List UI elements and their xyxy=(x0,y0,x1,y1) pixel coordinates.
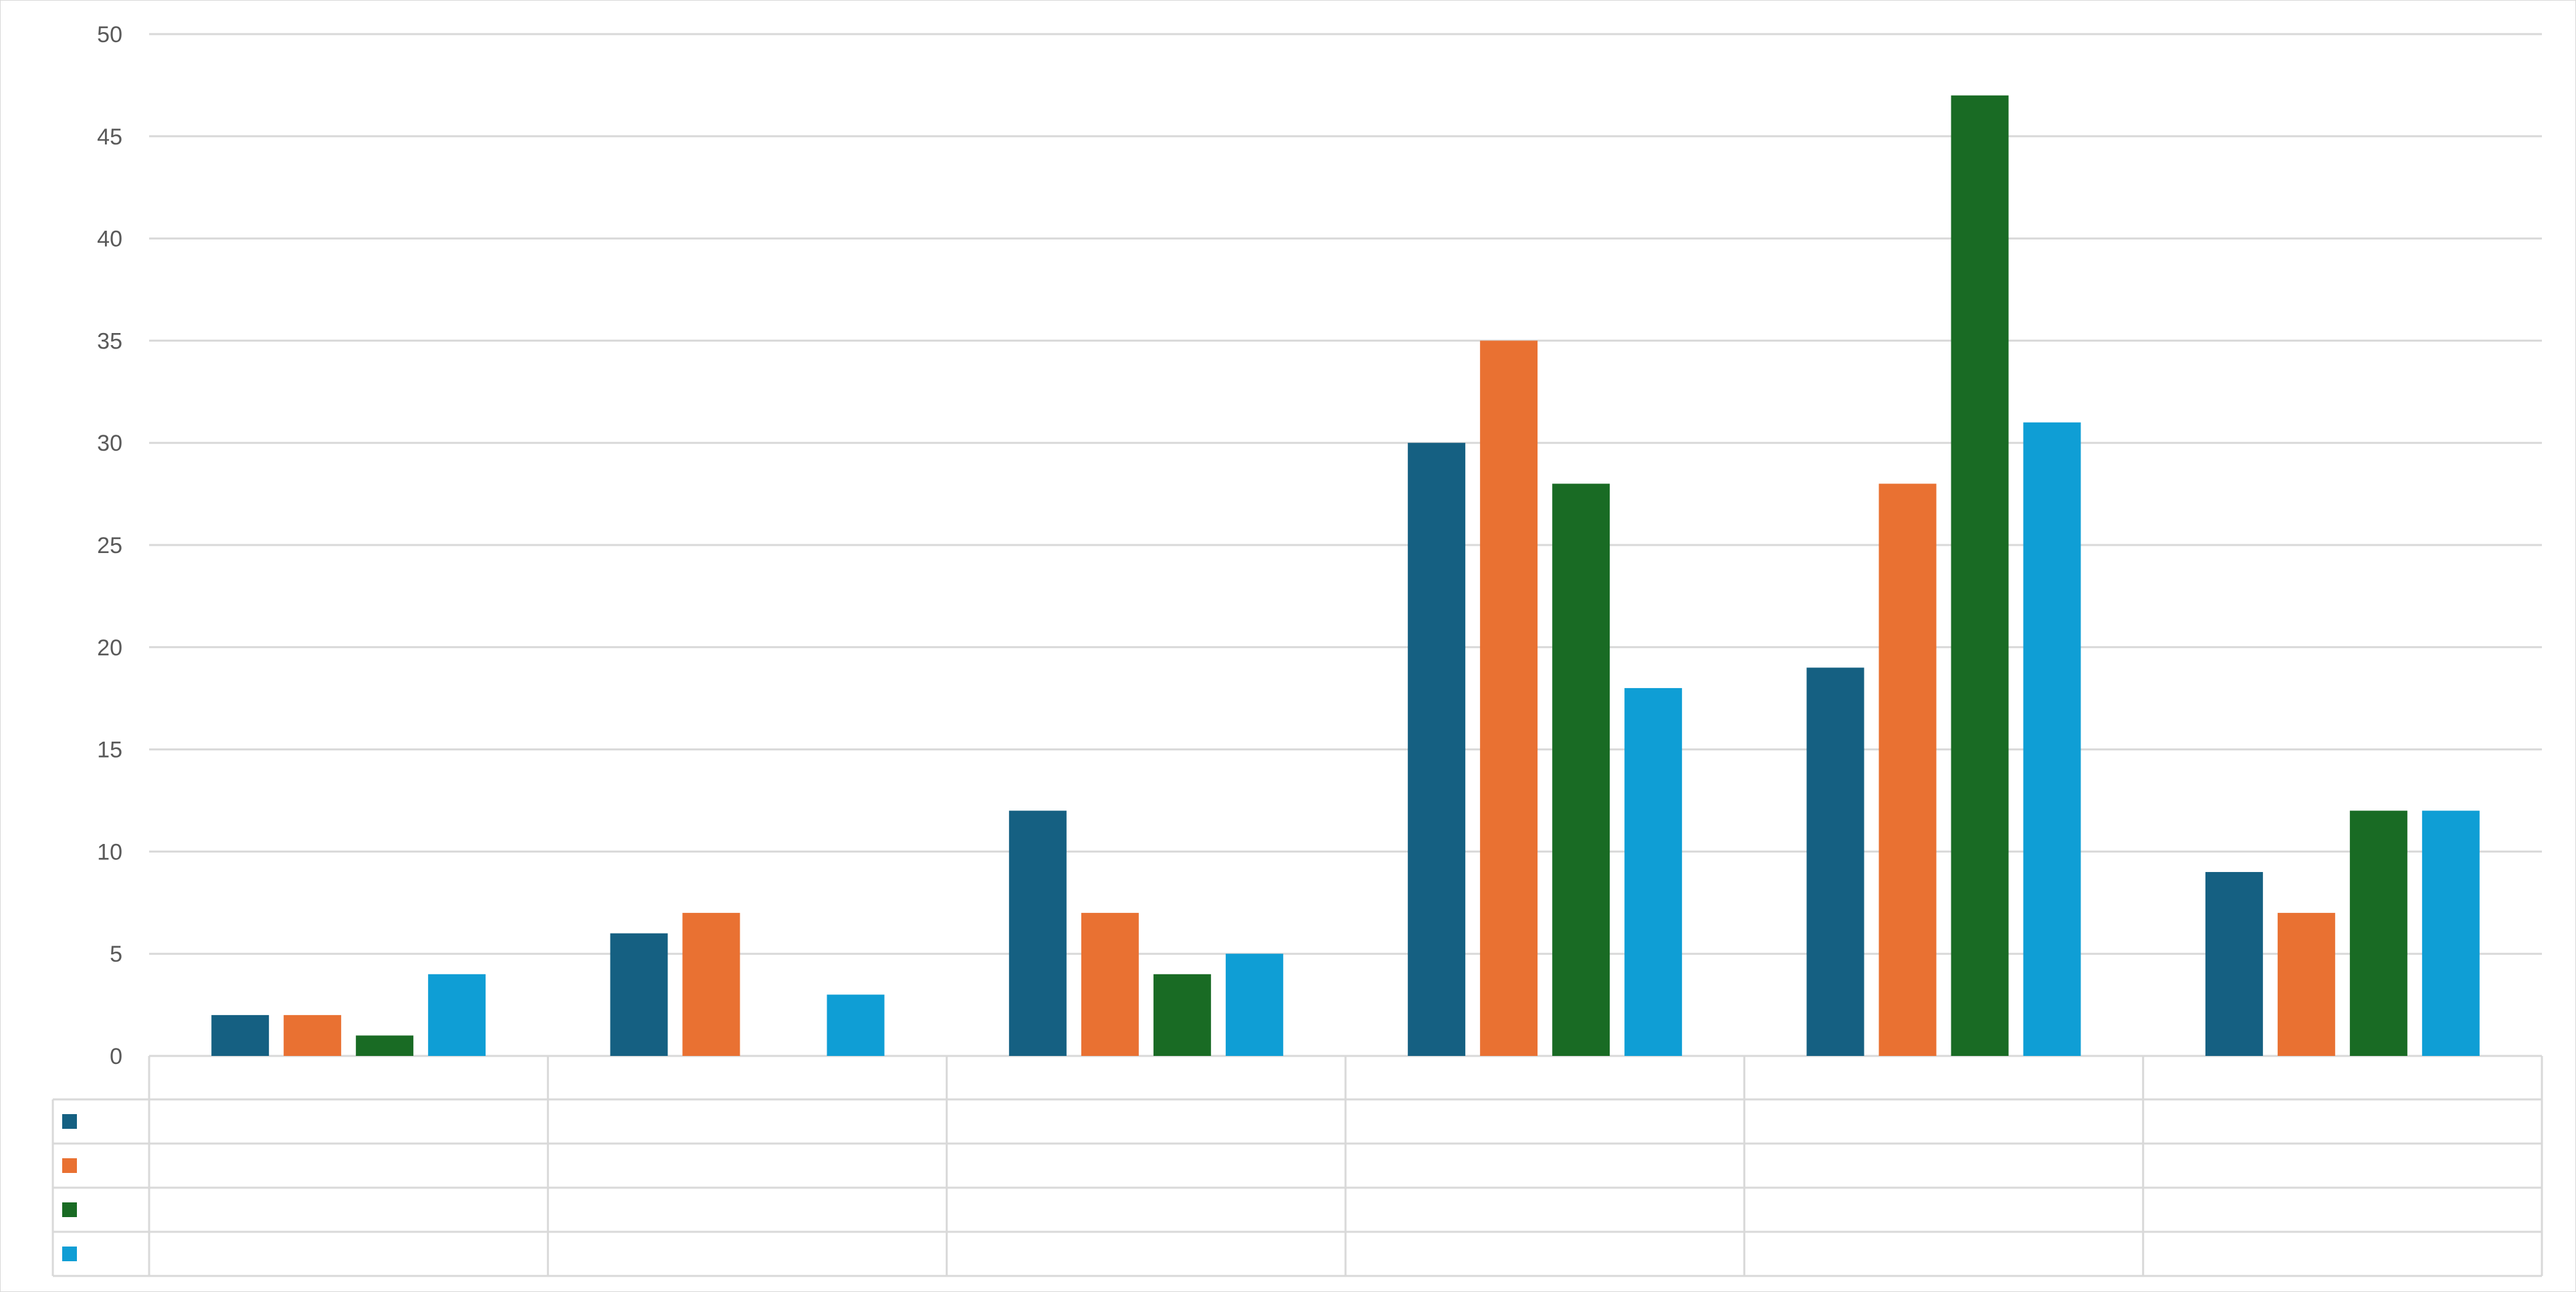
bar xyxy=(1408,443,1466,1056)
bar xyxy=(827,994,885,1056)
bar xyxy=(2023,422,2081,1056)
legend-key xyxy=(62,1114,77,1129)
y-axis-tick-labels: 0 5 10 15 20 25 30 35 40 45 50 xyxy=(97,22,122,1069)
y-tick-label: 0 xyxy=(110,1044,122,1069)
y-tick-label: 50 xyxy=(97,22,122,47)
bar xyxy=(682,913,740,1056)
data-table xyxy=(51,1056,2543,1277)
bar xyxy=(1806,667,1864,1056)
bar xyxy=(211,1014,270,1056)
legend-key xyxy=(62,1247,77,1261)
bar xyxy=(1879,483,1937,1056)
bar xyxy=(2277,913,2335,1056)
bar xyxy=(284,1014,342,1056)
bar xyxy=(1081,913,1139,1056)
bar xyxy=(1552,483,1610,1056)
bar xyxy=(428,974,486,1056)
bar xyxy=(1624,687,1683,1056)
y-tick-label: 40 xyxy=(97,227,122,252)
bar xyxy=(2205,871,2263,1056)
y-tick-label: 20 xyxy=(97,635,122,661)
legend-key xyxy=(62,1202,77,1217)
gridlines xyxy=(149,33,2542,1057)
bars xyxy=(211,95,2480,1057)
y-tick-label: 25 xyxy=(97,533,122,558)
y-tick-label: 30 xyxy=(97,431,122,456)
y-tick-label: 35 xyxy=(97,328,122,354)
bar xyxy=(356,1035,414,1056)
bar xyxy=(2422,811,2480,1056)
bar xyxy=(1008,811,1067,1056)
bar xyxy=(2349,811,2407,1056)
bar xyxy=(610,933,668,1056)
bar xyxy=(1480,340,1538,1056)
y-tick-label: 5 xyxy=(110,942,122,967)
bar xyxy=(1951,95,2009,1057)
bar xyxy=(1225,954,1283,1056)
y-tick-label: 10 xyxy=(97,839,122,865)
y-tick-label: 15 xyxy=(97,738,122,763)
y-tick-label: 45 xyxy=(97,124,122,150)
bar xyxy=(1153,974,1211,1056)
legend-key xyxy=(62,1158,77,1173)
